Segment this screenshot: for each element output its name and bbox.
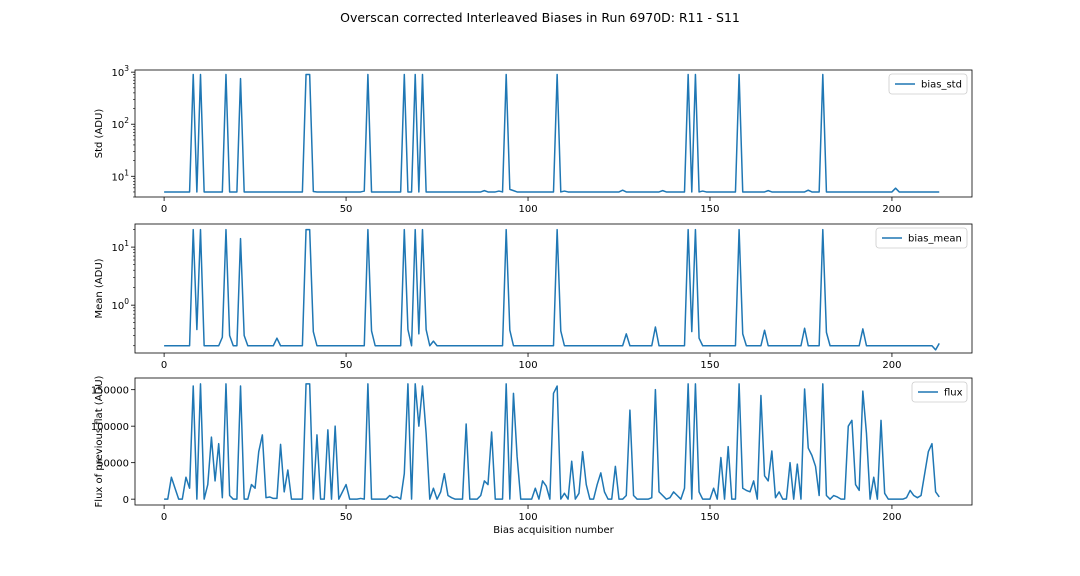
- series-line-bias_mean: [164, 228, 940, 351]
- x-tick-label: 0: [161, 204, 167, 215]
- axes-frame: [134, 69, 973, 198]
- subplot-1: 0 50 100 150 200 101 102 103 Std (ADU) bias_std: [94, 64, 973, 215]
- legend-box: [911, 381, 968, 403]
- y-tick-label: 103: [111, 64, 129, 79]
- y-tick-label: 101: [111, 239, 129, 254]
- y-tick-label: 100000: [91, 422, 129, 433]
- axes-frame: [134, 377, 973, 506]
- legend-entry: bias_std: [921, 80, 962, 91]
- y-tick-label: 150000: [91, 386, 129, 397]
- y-axis-label: Mean (ADU): [94, 258, 105, 318]
- legend-entry: bias_mean: [908, 234, 962, 245]
- x-tick-label: 100: [518, 360, 537, 371]
- subplot-2: 0 50 100 150 200 100 101 Mean (ADU) bias_mean: [94, 223, 973, 371]
- x-tick-label: 200: [882, 360, 901, 371]
- x-tick-label: 200: [882, 512, 901, 523]
- axes-frame: [134, 223, 973, 354]
- series-line-flux: [164, 383, 940, 500]
- x-tick-label: 100: [518, 512, 537, 523]
- x-tick-label: 200: [882, 204, 901, 215]
- y-tick-label: 0: [123, 495, 129, 506]
- y-axis-label: Std (ADU): [94, 109, 105, 159]
- x-tick-label: 150: [700, 360, 719, 371]
- x-tick-label: 50: [340, 360, 353, 371]
- legend-box: [888, 73, 968, 95]
- x-tick-label: 100: [518, 204, 537, 215]
- x-tick-label: 50: [340, 512, 353, 523]
- y-axis-label: Flux of previous flat (ADU): [94, 375, 105, 507]
- figure-title: Overscan corrected Interleaved Biases in…: [340, 10, 740, 25]
- x-tick-label: 150: [700, 204, 719, 215]
- y-tick-label: 101: [111, 168, 129, 183]
- legend-entry: flux: [944, 388, 963, 399]
- x-tick-label: 150: [700, 512, 719, 523]
- x-tick-label: 50: [340, 204, 353, 215]
- x-axis-label: Bias acquisition number: [493, 525, 614, 536]
- x-tick-label: 0: [161, 360, 167, 371]
- y-tick-label: 102: [111, 116, 129, 131]
- legend-box: [875, 227, 968, 249]
- subplots: 0 50 100 150 200 101 102 103 Std (ADU) bias_std 0 5…: [91, 64, 973, 536]
- y-tick-label: 100: [111, 297, 129, 312]
- series-line-bias_std: [164, 73, 940, 193]
- x-tick-label: 0: [161, 512, 167, 523]
- y-tick-label: 50000: [97, 459, 129, 470]
